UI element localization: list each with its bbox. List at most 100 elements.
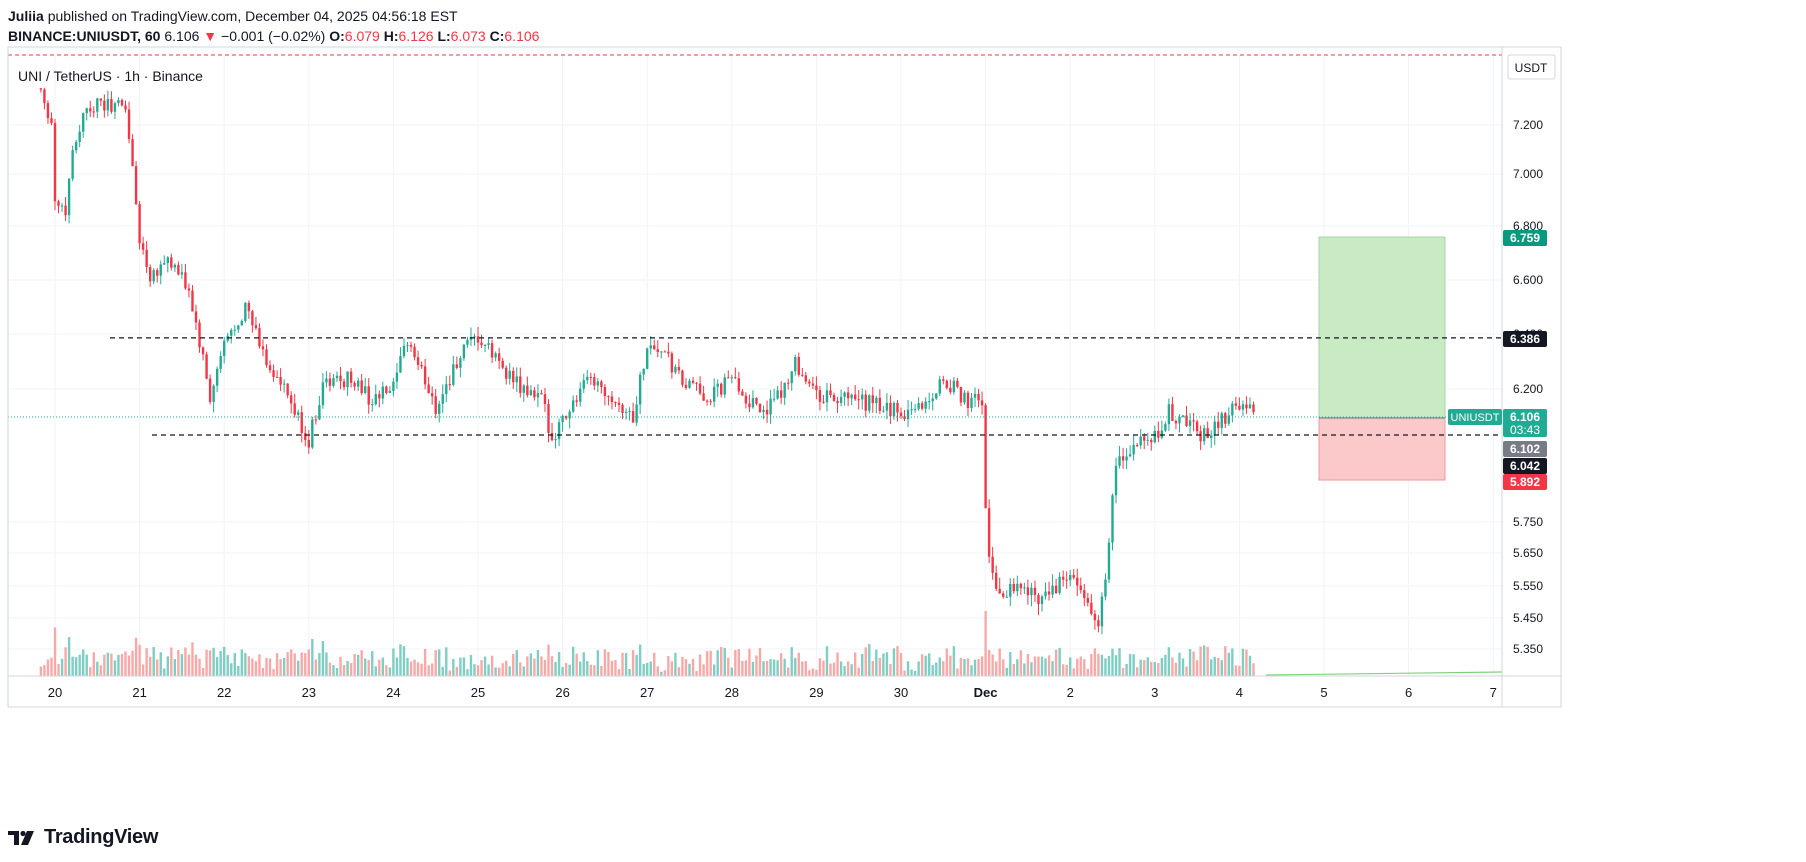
candle-body bbox=[487, 343, 490, 345]
candle-body bbox=[50, 118, 53, 124]
x-tick-label: 4 bbox=[1236, 685, 1243, 700]
horizontal-levels[interactable] bbox=[8, 54, 1502, 436]
volume-bar bbox=[445, 647, 448, 676]
volume-bar bbox=[1030, 662, 1033, 676]
candle-body bbox=[356, 380, 360, 387]
volume-bar bbox=[977, 658, 980, 676]
volume-bar bbox=[878, 657, 882, 676]
candle-body bbox=[1227, 415, 1231, 424]
candle-body bbox=[610, 396, 614, 403]
high-label: H: bbox=[383, 28, 399, 44]
volume-bar bbox=[1188, 649, 1192, 676]
candle-body bbox=[843, 392, 846, 397]
volume-bar bbox=[744, 660, 748, 676]
candle-body bbox=[853, 394, 857, 400]
candle-body bbox=[141, 243, 145, 250]
volume-bar bbox=[459, 657, 462, 676]
candle-body bbox=[339, 375, 342, 382]
position-zones[interactable] bbox=[1318, 236, 1446, 481]
volume-bar bbox=[409, 661, 413, 676]
volume-bar bbox=[452, 658, 455, 676]
volume-bar bbox=[57, 663, 60, 676]
volume-bar bbox=[39, 666, 43, 676]
candle-body bbox=[1199, 431, 1202, 442]
volume-bar bbox=[529, 653, 533, 676]
candle-body bbox=[712, 386, 716, 402]
volume-bar bbox=[931, 665, 934, 676]
candle-body bbox=[698, 383, 702, 394]
volume-bar bbox=[649, 661, 652, 676]
volume-bar bbox=[667, 656, 670, 676]
volume-bar bbox=[515, 650, 518, 676]
volume-bar bbox=[434, 650, 437, 676]
volume-bar bbox=[564, 663, 568, 676]
candle-body bbox=[660, 351, 663, 353]
candle-body bbox=[1002, 593, 1005, 597]
candle-body bbox=[85, 108, 88, 114]
candle-body bbox=[353, 382, 356, 387]
volume-bar bbox=[737, 649, 741, 676]
volume-bar bbox=[476, 665, 480, 676]
candle-body bbox=[1213, 421, 1216, 436]
volume-bar bbox=[1047, 655, 1051, 676]
candle-body bbox=[980, 400, 984, 406]
candle-body bbox=[46, 103, 50, 119]
author-name[interactable]: Juliia bbox=[8, 8, 44, 24]
candle-body bbox=[730, 377, 733, 379]
volume-bar bbox=[462, 657, 466, 676]
volume-bar bbox=[889, 664, 892, 676]
candle-body bbox=[779, 390, 783, 398]
candle-body bbox=[64, 205, 67, 216]
candle-body bbox=[71, 150, 74, 179]
candle-body bbox=[219, 356, 222, 369]
candle-body bbox=[723, 377, 726, 395]
volume-bar bbox=[156, 659, 159, 676]
candle-body bbox=[170, 257, 173, 268]
volume-bar bbox=[314, 659, 318, 676]
volume-bar bbox=[702, 664, 705, 676]
y-tick-label: 6.800 bbox=[1513, 219, 1543, 233]
candle-body bbox=[522, 385, 526, 393]
volume-bar bbox=[787, 667, 790, 676]
volume-bar bbox=[1153, 661, 1156, 676]
volume-bar bbox=[712, 664, 716, 676]
volume-bar bbox=[1093, 648, 1097, 676]
volume-bar bbox=[505, 660, 508, 676]
candle-body bbox=[727, 377, 730, 379]
candle-body bbox=[949, 387, 952, 393]
volume-bar bbox=[346, 660, 349, 676]
candle-body bbox=[483, 344, 487, 346]
candle-body bbox=[875, 397, 878, 404]
candle-body bbox=[741, 391, 744, 396]
volume-bar bbox=[994, 661, 998, 676]
volume-bar bbox=[423, 648, 427, 676]
volume-bar bbox=[441, 666, 444, 676]
candle-body bbox=[794, 357, 797, 372]
volume-bar bbox=[945, 648, 949, 676]
volume-bars bbox=[39, 611, 1503, 676]
volume-bar bbox=[208, 650, 212, 676]
volume-bar bbox=[96, 661, 99, 676]
volume-bar bbox=[1023, 663, 1026, 676]
tradingview-logo[interactable]: TradingView bbox=[8, 826, 158, 849]
volume-bar bbox=[92, 652, 95, 676]
volume-bar bbox=[60, 658, 64, 676]
candle-body bbox=[342, 381, 346, 388]
volume-bar bbox=[1252, 663, 1255, 676]
candle-body bbox=[43, 89, 46, 104]
x-tick-label: 23 bbox=[302, 685, 316, 700]
volume-bar bbox=[1157, 663, 1160, 676]
logo-text: TradingView bbox=[44, 826, 159, 848]
volume-bar bbox=[561, 666, 564, 676]
candle-body bbox=[1231, 403, 1234, 416]
volume-bar bbox=[638, 644, 642, 676]
volume-bar bbox=[64, 647, 67, 676]
volume-bar bbox=[89, 667, 92, 676]
candle-body bbox=[293, 403, 296, 415]
x-tick-label: 2 bbox=[1067, 685, 1074, 700]
volume-bar bbox=[1097, 653, 1100, 676]
candle-body bbox=[1072, 574, 1075, 578]
candle-body bbox=[1128, 454, 1132, 457]
candle-body bbox=[561, 415, 564, 423]
